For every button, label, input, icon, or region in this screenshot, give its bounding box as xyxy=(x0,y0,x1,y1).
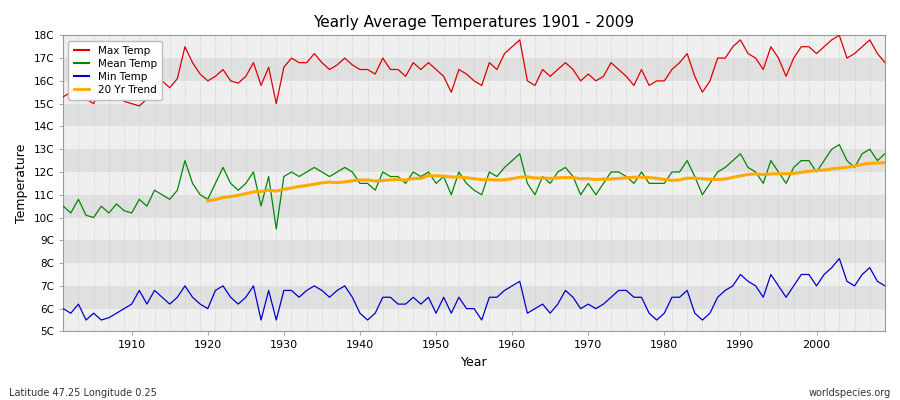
Bar xyxy=(63,104,885,126)
Bar xyxy=(63,218,885,240)
Bar xyxy=(63,149,885,172)
Bar xyxy=(63,172,885,195)
Bar xyxy=(63,263,885,286)
Bar xyxy=(63,240,885,263)
Text: Latitude 47.25 Longitude 0.25: Latitude 47.25 Longitude 0.25 xyxy=(9,388,157,398)
Bar xyxy=(63,81,885,104)
Bar xyxy=(63,126,885,149)
Bar xyxy=(63,58,885,81)
Title: Yearly Average Temperatures 1901 - 2009: Yearly Average Temperatures 1901 - 2009 xyxy=(313,15,634,30)
Bar xyxy=(63,286,885,309)
Y-axis label: Temperature: Temperature xyxy=(15,144,28,223)
Bar xyxy=(63,195,885,218)
X-axis label: Year: Year xyxy=(461,356,488,369)
Bar xyxy=(63,35,885,58)
Legend: Max Temp, Mean Temp, Min Temp, 20 Yr Trend: Max Temp, Mean Temp, Min Temp, 20 Yr Tre… xyxy=(68,40,162,100)
Text: worldspecies.org: worldspecies.org xyxy=(809,388,891,398)
Bar xyxy=(63,309,885,332)
